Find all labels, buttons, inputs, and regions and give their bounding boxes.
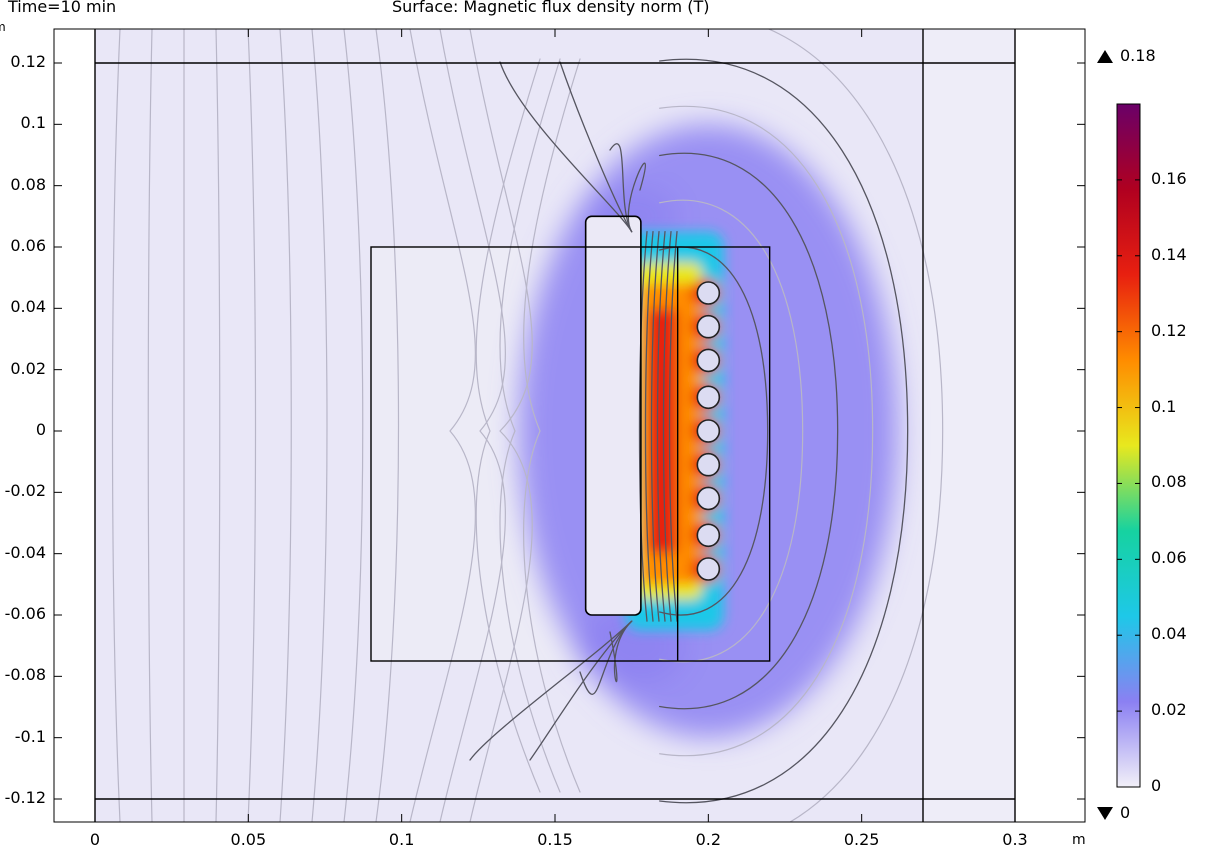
- coil-turn-7: [696, 523, 721, 548]
- colorbar-tick-label: 0.02: [1151, 700, 1187, 720]
- streamline-band: [656, 231, 666, 622]
- streamline-top: [499, 61, 633, 233]
- streamline-band: [650, 231, 660, 622]
- x-tick-label: 0: [89, 830, 101, 849]
- y-tick-label: 0.1: [20, 113, 46, 133]
- y-tick-label: 0.08: [10, 174, 46, 194]
- streamline-loop: [766, 29, 944, 822]
- coil-turn-6: [696, 486, 721, 511]
- coil-turn-8: [696, 557, 721, 581]
- workpiece-outline: [370, 246, 771, 662]
- streamline: [375, 29, 400, 822]
- streamline: [343, 29, 364, 822]
- streamline: [247, 29, 257, 822]
- yoke-fill: [585, 216, 641, 616]
- y-tick-label: -0.04: [4, 542, 46, 562]
- y-tick-label: -0.1: [14, 726, 46, 746]
- x-tick-label: 0.3: [1002, 830, 1028, 849]
- streamline: [469, 29, 533, 822]
- plot-title: Surface: Magnetic flux density norm (T): [392, 0, 710, 16]
- colorbar-tick-label: 0.12: [1151, 320, 1187, 340]
- y-tick-label: -0.02: [4, 481, 46, 501]
- y-unit-label: m: [0, 20, 6, 34]
- streamline: [439, 29, 506, 822]
- colorbar-tick-label: 0: [1151, 776, 1162, 795]
- x-tick-label: 0.25: [843, 830, 880, 849]
- colorbar-max-label: 0.18: [1120, 46, 1156, 65]
- colorbar-tick-label: 0.04: [1151, 624, 1187, 644]
- y-tick-label: -0.12: [4, 788, 46, 807]
- streamline-band: [662, 231, 672, 622]
- streamline-loop: [659, 246, 769, 616]
- axes-frame: [53, 28, 1086, 823]
- max-marker-icon: [1097, 50, 1113, 63]
- streamline-loop: [659, 58, 909, 804]
- coil-turn-4: [696, 419, 721, 443]
- y-tick-label: -0.06: [4, 604, 46, 623]
- colorbar-tick-label: 0.08: [1151, 472, 1187, 492]
- streamline: [147, 29, 153, 822]
- streamline-bottom: [529, 620, 633, 761]
- streamline-band: [668, 231, 678, 622]
- x-tick-label: 0.05: [230, 830, 267, 849]
- y-tick-label: 0.02: [10, 358, 46, 378]
- y-tick-label: -0.08: [4, 665, 46, 685]
- coil-turn-5: [696, 452, 721, 477]
- streamline-band: [638, 231, 648, 622]
- x-tick-label: 0.15: [537, 830, 573, 849]
- streamline-top: [609, 143, 633, 233]
- time-label: Time=10 min: [8, 0, 117, 16]
- streamline-loop: [659, 199, 804, 663]
- yoke-outline: [584, 215, 642, 616]
- colorbar-tick-label: 0.14: [1151, 244, 1187, 264]
- streamline-bottom: [469, 620, 633, 761]
- coil-turn-3: [696, 385, 721, 410]
- streamline-top: [627, 162, 646, 233]
- streamline-loop: [659, 105, 874, 757]
- coil-turn-1: [696, 314, 721, 339]
- streamline: [215, 29, 221, 822]
- outer-air-band: [923, 29, 1015, 822]
- streamline: [279, 29, 292, 822]
- streamline-bottom: [579, 620, 633, 695]
- x-tick-label: 0.1: [388, 830, 415, 849]
- colorbar-tick-label: 0.16: [1151, 168, 1187, 188]
- y-tick-label: 0.04: [10, 297, 46, 317]
- y-tick-label: 0: [35, 420, 46, 439]
- coil-turn-0: [696, 281, 721, 305]
- min-marker-icon: [1097, 807, 1113, 820]
- streamline-loop: [659, 152, 839, 710]
- y-tick-label: 0.06: [10, 235, 46, 255]
- colorbar-bar: [1116, 103, 1141, 788]
- colorbar-tick-label: 0.06: [1151, 548, 1187, 568]
- coil-turn-2: [696, 348, 721, 373]
- colorbar-tick-label: 0.1: [1151, 396, 1177, 416]
- y-tick-label: 0.12: [10, 51, 46, 71]
- streamline: [311, 29, 328, 822]
- streamline: [523, 58, 581, 793]
- streamline: [499, 58, 561, 793]
- streamline: [409, 29, 476, 822]
- streamline: [111, 29, 121, 822]
- streamlines: [111, 29, 944, 822]
- streamline: [475, 58, 541, 793]
- streamline-band: [644, 231, 654, 622]
- x-tick-label: 0.2: [695, 830, 722, 849]
- streamline-top: [559, 61, 633, 233]
- colorbar-min-label: 0: [1120, 803, 1131, 822]
- x-unit-label: m: [1072, 832, 1086, 848]
